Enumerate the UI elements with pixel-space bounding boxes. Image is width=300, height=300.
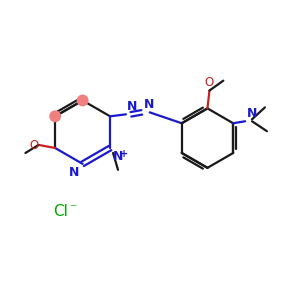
Text: N: N: [113, 150, 123, 163]
Circle shape: [77, 94, 88, 106]
Circle shape: [49, 110, 61, 122]
Text: O: O: [29, 139, 38, 152]
Text: N: N: [247, 107, 257, 120]
Text: N: N: [127, 100, 137, 113]
Text: N: N: [144, 98, 154, 111]
Text: ⁻: ⁻: [69, 202, 76, 216]
Text: N: N: [69, 166, 80, 179]
Text: +: +: [120, 149, 128, 159]
Text: Cl: Cl: [53, 204, 68, 219]
Text: O: O: [205, 76, 214, 88]
